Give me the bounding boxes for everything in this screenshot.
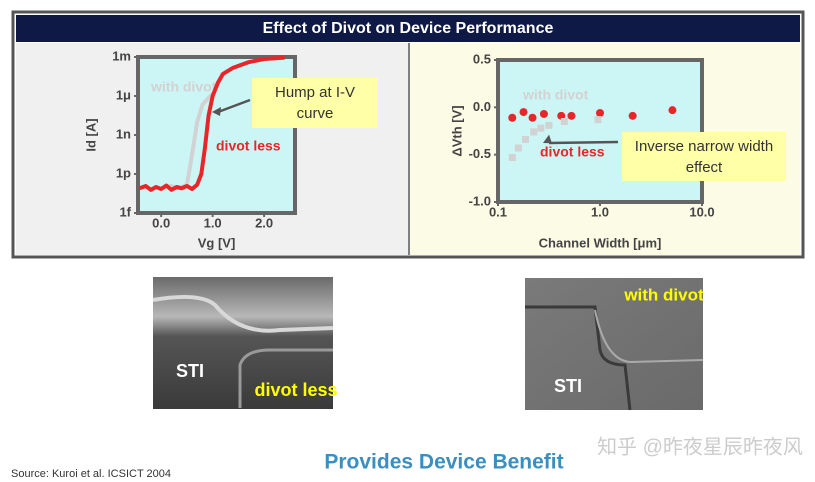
y-tick-label: 1n <box>116 126 131 141</box>
source: Source: Kuroi et al. ICSICT 2004 <box>11 468 171 480</box>
y-tick-label: 1p <box>116 165 131 180</box>
y-tick-label: 0.0 <box>473 99 491 114</box>
annotation: Inverse narrow width effect <box>622 132 786 181</box>
data-point <box>539 109 548 118</box>
x-axis-label: Vg [V] <box>198 235 236 250</box>
series-label: divot less <box>216 138 281 154</box>
y-tick-label: 1f <box>119 204 131 219</box>
image-label: with divot <box>623 285 704 304</box>
x-tick-label: 2.0 <box>255 215 273 230</box>
data-point <box>519 108 528 117</box>
arrow-head <box>543 134 552 144</box>
data-point <box>537 124 545 132</box>
annotation-arrow <box>548 140 619 145</box>
y-axis-label: Id [A] <box>83 118 98 151</box>
watermark: 知乎 @昨夜星辰昨夜风 <box>597 435 803 458</box>
x-tick-label: 0.1 <box>489 204 507 219</box>
annotation: Hump at I-V curve <box>252 78 378 128</box>
y-tick-label: -0.5 <box>469 146 491 161</box>
sem-image-right: STI with divot <box>525 278 704 411</box>
data-line <box>138 55 285 192</box>
y-tick-label: -1.0 <box>469 193 491 208</box>
data-point <box>594 116 602 124</box>
annotation-arrow <box>217 98 251 114</box>
data-point <box>530 128 538 136</box>
data-point <box>668 106 677 115</box>
image-label: STI <box>176 361 204 381</box>
data-point <box>508 113 517 122</box>
series-label: with divot <box>150 79 217 95</box>
x-tick-label: 10.0 <box>689 204 714 219</box>
data-point <box>567 111 576 120</box>
data-point <box>545 121 553 129</box>
y-tick-label: 1m <box>112 48 131 63</box>
data-point <box>521 136 529 144</box>
data-point <box>628 111 637 120</box>
title-bar <box>16 15 800 42</box>
y-tick-label: 1μ <box>116 87 131 102</box>
data-point <box>528 113 537 122</box>
data-point <box>596 109 604 118</box>
panel-title: Effect of Divot on Device Performance <box>263 20 554 37</box>
image-label: STI <box>554 376 582 396</box>
data-point <box>508 154 516 162</box>
data-point <box>557 111 566 120</box>
data-point <box>560 118 568 126</box>
y-tick-label: 0.5 <box>473 51 491 66</box>
sem-image-left: STI divot less <box>152 277 338 409</box>
arrow-head <box>212 107 221 116</box>
series-label: with divot <box>522 87 589 103</box>
image-label: divot less <box>254 380 337 400</box>
x-tick-label: 1.0 <box>591 204 609 219</box>
y-axis-label: ΔVth [V] <box>449 105 464 156</box>
x-tick-label: 1.0 <box>204 215 222 230</box>
x-tick-label: 0.0 <box>152 215 170 230</box>
headline: Provides Device Benefit <box>324 451 563 474</box>
series-label: divot less <box>540 144 605 160</box>
x-axis-label: Channel Width [μm] <box>539 235 662 250</box>
data-point <box>514 144 522 152</box>
